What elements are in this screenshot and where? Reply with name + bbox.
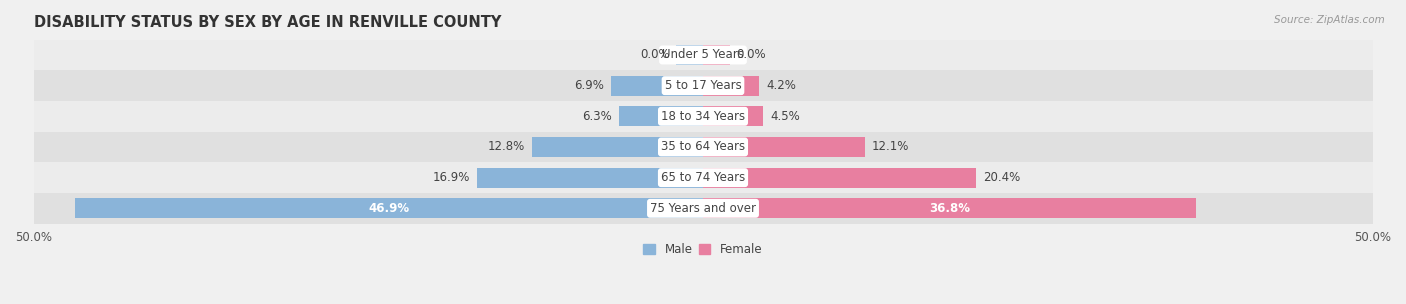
Text: 12.1%: 12.1% [872,140,910,154]
Text: 46.9%: 46.9% [368,202,409,215]
Text: Source: ZipAtlas.com: Source: ZipAtlas.com [1274,15,1385,25]
Text: 16.9%: 16.9% [433,171,470,184]
Bar [703,76,759,95]
Text: 18 to 34 Years: 18 to 34 Years [661,110,745,123]
Text: 12.8%: 12.8% [488,140,524,154]
Text: 20.4%: 20.4% [983,171,1021,184]
Bar [703,168,976,188]
Bar [34,132,1372,162]
Bar [619,106,703,126]
Legend: Male, Female: Male, Female [638,238,768,261]
Text: 0.0%: 0.0% [737,48,766,61]
Bar [703,106,763,126]
Text: 6.9%: 6.9% [574,79,605,92]
Text: 4.2%: 4.2% [766,79,796,92]
Bar [34,193,1372,224]
Bar [676,45,703,65]
Bar [34,40,1372,70]
Bar [477,168,703,188]
Text: Under 5 Years: Under 5 Years [662,48,744,61]
Text: 35 to 64 Years: 35 to 64 Years [661,140,745,154]
Bar [34,70,1372,101]
Text: 6.3%: 6.3% [582,110,612,123]
Text: 65 to 74 Years: 65 to 74 Years [661,171,745,184]
Bar [34,101,1372,132]
Text: 0.0%: 0.0% [640,48,669,61]
Text: 75 Years and over: 75 Years and over [650,202,756,215]
Bar [34,162,1372,193]
Bar [703,198,1195,218]
Bar [531,137,703,157]
Text: DISABILITY STATUS BY SEX BY AGE IN RENVILLE COUNTY: DISABILITY STATUS BY SEX BY AGE IN RENVI… [34,15,501,30]
Bar [703,137,865,157]
Text: 4.5%: 4.5% [770,110,800,123]
Text: 36.8%: 36.8% [929,202,970,215]
Bar [75,198,703,218]
Bar [703,45,730,65]
Bar [610,76,703,95]
Text: 5 to 17 Years: 5 to 17 Years [665,79,741,92]
